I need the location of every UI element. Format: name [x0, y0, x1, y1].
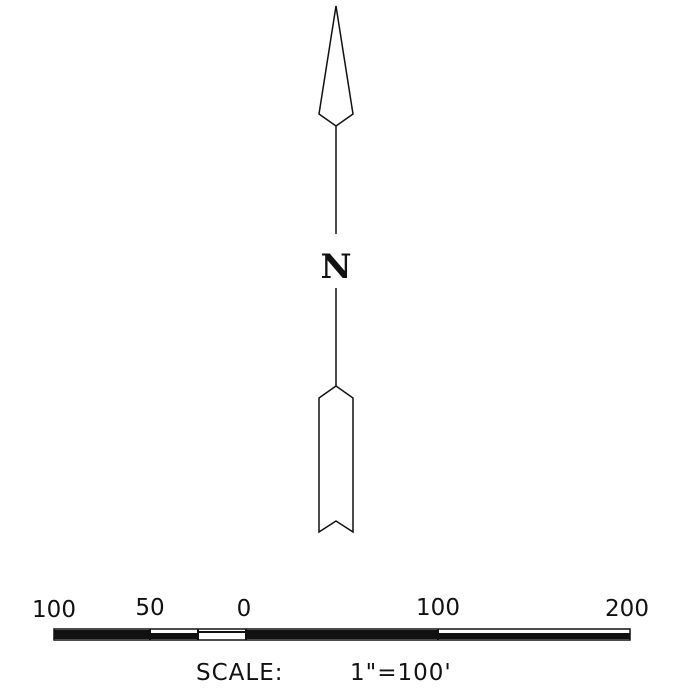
- scale-tick-label: 50: [135, 595, 164, 621]
- north-arrow-tail: [318, 385, 354, 534]
- scale-caption-prefix: SCALE:: [196, 660, 284, 686]
- north-label: N: [320, 247, 351, 287]
- scale-tick-label: 100: [416, 595, 460, 621]
- north-arrow-head: [318, 5, 354, 127]
- scale-tick-label: 200: [605, 596, 649, 622]
- scale-tick-label: 100: [32, 597, 76, 623]
- scale-bar-segment: [246, 630, 438, 639]
- scale-caption-ratio: 1"=100': [350, 660, 452, 686]
- scale-bar-segment: [54, 630, 150, 639]
- scale-tick-label: 0: [237, 596, 252, 622]
- scale-bar-segment: [150, 633, 198, 639]
- scale-bar-segment: [198, 631, 246, 633]
- scale-bar-segment: [438, 633, 630, 639]
